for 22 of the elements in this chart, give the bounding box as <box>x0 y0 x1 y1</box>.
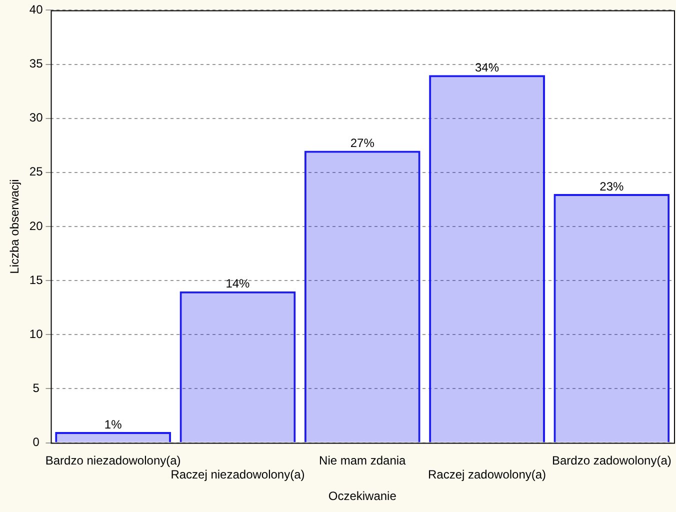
y-tick-label: 35 <box>29 56 44 71</box>
y-tick-label: 5 <box>32 381 40 396</box>
y-tick-label: 40 <box>29 2 44 17</box>
y-tick-label: 30 <box>29 110 44 125</box>
x-axis-title: Oczekiwanie <box>328 489 397 504</box>
x-tick-label: Bardzo zadowolony(a) <box>552 453 672 468</box>
y-tick-label: 15 <box>29 272 44 287</box>
y-axis-title: Liczba obserwacji <box>8 179 22 274</box>
x-tick-label: Raczej zadowolony(a) <box>428 468 546 482</box>
data-label: 34% <box>475 60 500 74</box>
x-tick-label: Bardzo niezadowolony(a) <box>45 453 181 468</box>
y-tick-label: 0 <box>32 435 40 450</box>
y-tick-label: 25 <box>29 164 44 179</box>
data-label: 14% <box>226 276 250 291</box>
y-tick-label: 20 <box>29 218 44 233</box>
data-label: 1% <box>104 417 122 432</box>
x-tick-label: Nie mam zdania <box>319 453 406 468</box>
data-label: 27% <box>350 136 375 150</box>
bar <box>55 432 172 442</box>
data-label: 23% <box>600 179 624 194</box>
y-tick-label: 10 <box>29 326 44 341</box>
x-tick-label: Raczej niezadowolony(a) <box>170 468 305 482</box>
